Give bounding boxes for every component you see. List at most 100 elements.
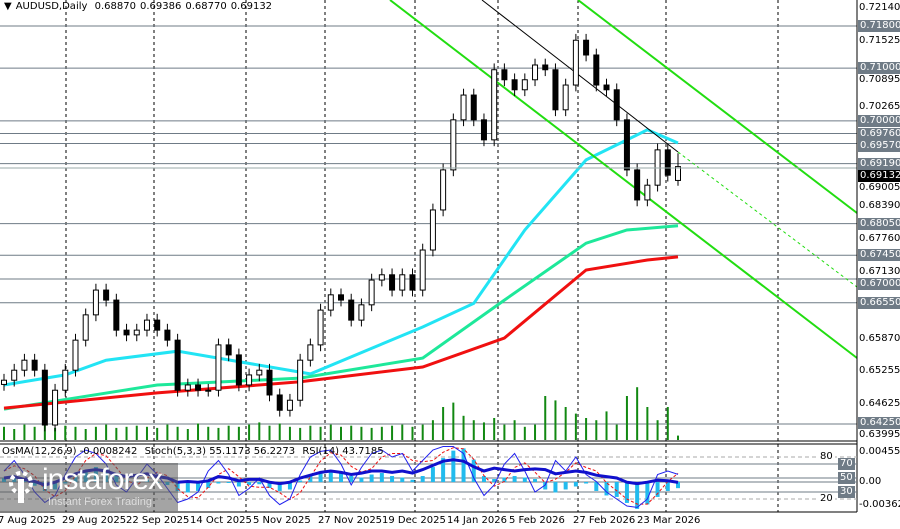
volume-bar (677, 435, 679, 440)
trend-channel[interactable] (389, 0, 858, 359)
osma-bar (553, 482, 558, 493)
candle-bull (215, 344, 222, 391)
osma-bar (624, 482, 629, 503)
volume-bar (309, 425, 312, 440)
volume-bar (656, 420, 659, 440)
volume-bar (340, 426, 342, 440)
osma-bar (420, 476, 425, 482)
volume-bar (595, 420, 598, 440)
osma-bar (359, 477, 364, 482)
candle-bear (409, 274, 416, 291)
date-tick-label: 27 Feb 2026 (573, 515, 636, 526)
candle-bull (572, 39, 579, 86)
volume-bar (370, 427, 373, 440)
candle-bull (1, 379, 7, 385)
level-label: 0.69190 (858, 157, 900, 170)
indicator-pane (0, 446, 857, 509)
candle-bull (358, 304, 365, 321)
level-label: 0.71000 (858, 62, 900, 75)
osma-bar (236, 482, 241, 487)
volume-bar (411, 426, 414, 440)
candle-bear (552, 69, 559, 111)
volume-bar (534, 424, 537, 440)
moving-averages (3, 128, 679, 411)
candle-bull (368, 279, 375, 306)
candle-bull (378, 274, 385, 281)
candle-bull (460, 94, 467, 121)
volume-bar (380, 426, 383, 440)
osma-bar (267, 482, 272, 488)
candle-bear (154, 319, 161, 331)
candle-bull (675, 166, 681, 181)
candle-bear (348, 299, 355, 321)
volume-bar (176, 426, 179, 440)
osma-label: OsMA(12,26,9) -0.0008242 (2, 446, 138, 457)
volume-bar (564, 407, 567, 440)
osma-bar (645, 482, 650, 505)
level-label: 0.69570 (858, 139, 900, 152)
candle-bear (470, 94, 477, 121)
volume-bar (605, 411, 608, 440)
indicator-level-label: 70 (838, 458, 855, 470)
osma-bar (563, 482, 568, 490)
menu-triangle-icon[interactable]: ▼ (4, 1, 12, 12)
candle-bear (634, 169, 641, 201)
osma-bar (604, 482, 609, 496)
candle-bull (92, 289, 99, 316)
ma-slow-line (3, 255, 679, 410)
volume-bar (299, 427, 302, 440)
channel-upper-line[interactable] (577, 0, 858, 214)
volume-bar (585, 418, 588, 440)
volume-bar (13, 429, 16, 440)
volume-bar (350, 425, 353, 440)
volume-bar (574, 413, 577, 440)
volume-bar (145, 426, 148, 440)
osma-bar (349, 476, 354, 482)
volume-bar (421, 424, 424, 440)
candle-bull (419, 249, 426, 291)
date-tick-label: 14 Oct 2025 (190, 515, 252, 526)
osma-bar (277, 482, 282, 491)
stoch-label: Stoch(5,3,3) 55.1173 56.2273 (144, 446, 296, 457)
candle-bear (583, 39, 590, 56)
candle-bull (143, 319, 150, 331)
candle-bear (103, 289, 110, 301)
volume-bar (472, 420, 475, 440)
resistance-trendline[interactable] (481, 0, 679, 153)
indicator-level-label: 20 (818, 493, 835, 505)
volume-bar (319, 426, 322, 440)
price-tick-label: 0.70895 (859, 74, 900, 86)
level-label: 0.68050 (858, 217, 900, 230)
osma-bar (216, 482, 221, 484)
volume-bar (646, 407, 649, 440)
level-label: 0.67450 (858, 249, 900, 262)
osma-bar (573, 482, 578, 487)
rsi-label: RSI(14) 43.7185 (302, 446, 384, 457)
osma-bar (543, 482, 548, 490)
chart-header: ▼ AUDUSD,Daily 0.68870 0.69386 0.68770 0.691… (4, 1, 276, 12)
osma-bar (665, 482, 670, 491)
osma-bar (492, 479, 497, 482)
volume-bar (166, 424, 169, 440)
volume-bar (666, 407, 669, 440)
date-tick-label: 14 Jan 2026 (447, 515, 507, 526)
candle-bear (389, 274, 396, 291)
candle-bear (174, 339, 181, 391)
candle-bull (82, 314, 89, 341)
candle-bear (235, 354, 242, 386)
volume-bar (401, 424, 404, 440)
candle-bull (62, 369, 69, 391)
volume-bar (94, 426, 97, 440)
volume-bar (64, 425, 67, 440)
instaforex-logo-icon (9, 471, 33, 503)
volume-bars (3, 387, 679, 440)
volume-bar (105, 424, 108, 440)
osma-bar (635, 482, 640, 509)
candle-bull (644, 184, 651, 201)
channel-lower-line[interactable] (389, 0, 858, 359)
level-label: 0.67000 (858, 278, 900, 291)
channel-mid-dashed-line[interactable] (677, 151, 858, 288)
close-value: 0.69132 (230, 1, 273, 12)
volume-bar (288, 426, 291, 440)
